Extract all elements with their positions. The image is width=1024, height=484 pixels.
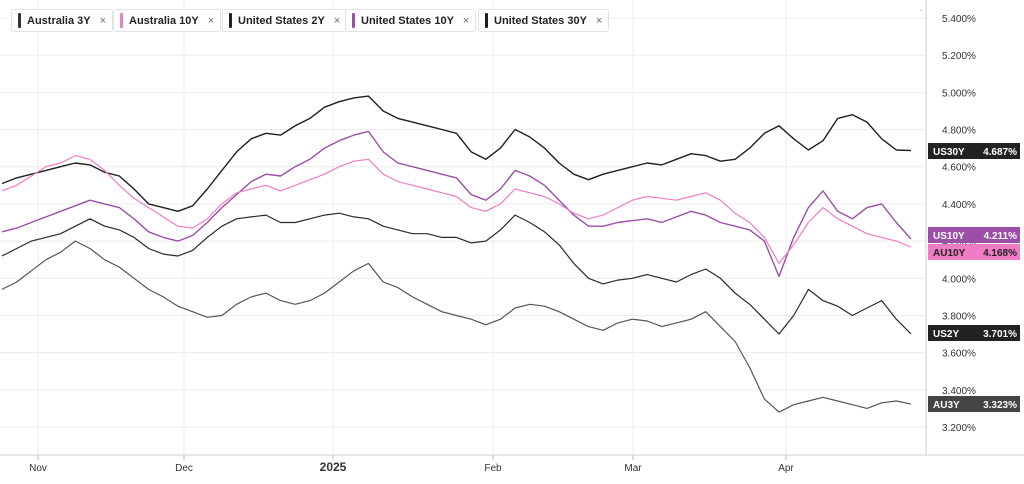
y-tick-label: 3.400% [942, 386, 976, 397]
series-line-us10y [1, 130, 912, 278]
legend-label: United States 10Y [361, 14, 454, 27]
x-axis: Nov Dec 2025 Feb Mar Apr [29, 455, 794, 474]
y-axis-marker: · [920, 5, 923, 15]
x-tick-label: Feb [484, 463, 502, 474]
close-icon[interactable]: × [207, 14, 215, 27]
legend-chip[interactable]: Australia 3Y × [11, 9, 114, 32]
y-tick-label: 3.600% [942, 349, 976, 360]
legend-swatch [229, 13, 232, 28]
y-tick-label: 5.200% [942, 51, 976, 62]
badge-label: US2Y [933, 329, 959, 340]
badge-au3y [928, 396, 1020, 412]
close-icon[interactable]: × [333, 14, 341, 27]
series-line-us2y [1, 212, 912, 335]
legend-swatch [120, 13, 123, 28]
close-icon[interactable]: × [462, 14, 470, 27]
legend-swatch [485, 13, 488, 28]
close-icon[interactable]: × [595, 14, 603, 27]
badge-label: AU10Y [933, 248, 966, 259]
legend-swatch [352, 13, 355, 28]
legend-label: Australia 3Y [27, 14, 91, 27]
x-tick-label: Nov [29, 463, 47, 474]
series-line-au3y [1, 240, 912, 413]
badge-label: AU3Y [933, 400, 960, 411]
legend-label: United States 2Y [238, 14, 325, 27]
legend-chip[interactable]: United States 10Y × [345, 9, 477, 32]
x-tick-label: 2025 [320, 460, 347, 474]
legend-chip[interactable]: United States 30Y × [478, 9, 610, 32]
legend-swatch [18, 13, 21, 28]
y-tick-label: 4.800% [942, 126, 976, 137]
legend-label: Australia 10Y [129, 14, 199, 27]
y-tick-label: 4.000% [942, 274, 976, 285]
end-value-badges: US30Y 4.687% US10Y 4.211% AU10Y 4.168% US2Y 3.7… [928, 143, 1020, 412]
badge-label: US10Y [933, 231, 965, 242]
badge-value: 4.168% [983, 248, 1017, 259]
badge-value: 4.211% [984, 231, 1017, 242]
x-tick-label: Mar [624, 463, 642, 474]
series-line-us30y [1, 95, 912, 213]
y-tick-label: 4.600% [942, 163, 976, 174]
close-icon[interactable]: × [99, 14, 107, 27]
badge-au10y [928, 244, 1020, 260]
badge-us10y [928, 227, 1020, 243]
badge-value: 3.701% [983, 329, 1017, 340]
y-tick-label: 5.000% [942, 88, 976, 99]
badge-value: 3.323% [983, 400, 1017, 411]
series-line-au10y [1, 155, 912, 264]
badge-us30y [928, 143, 1020, 159]
y-tick-label: 4.400% [942, 200, 976, 211]
badge-us2y [928, 325, 1020, 341]
y-tick-label: 3.800% [942, 311, 976, 322]
y-tick-label: 3.200% [942, 423, 976, 434]
y-tick-label: 5.400% [942, 14, 976, 25]
x-tick-label: Apr [778, 463, 794, 474]
badge-value: 4.687% [983, 147, 1017, 158]
series-group [1, 95, 912, 413]
legend-label: United States 30Y [494, 14, 587, 27]
x-tick-label: Dec [175, 463, 193, 474]
badge-label: US30Y [933, 147, 965, 158]
legend-chip[interactable]: United States 2Y × [222, 9, 348, 32]
legend-chip[interactable]: Australia 10Y × [113, 9, 222, 32]
